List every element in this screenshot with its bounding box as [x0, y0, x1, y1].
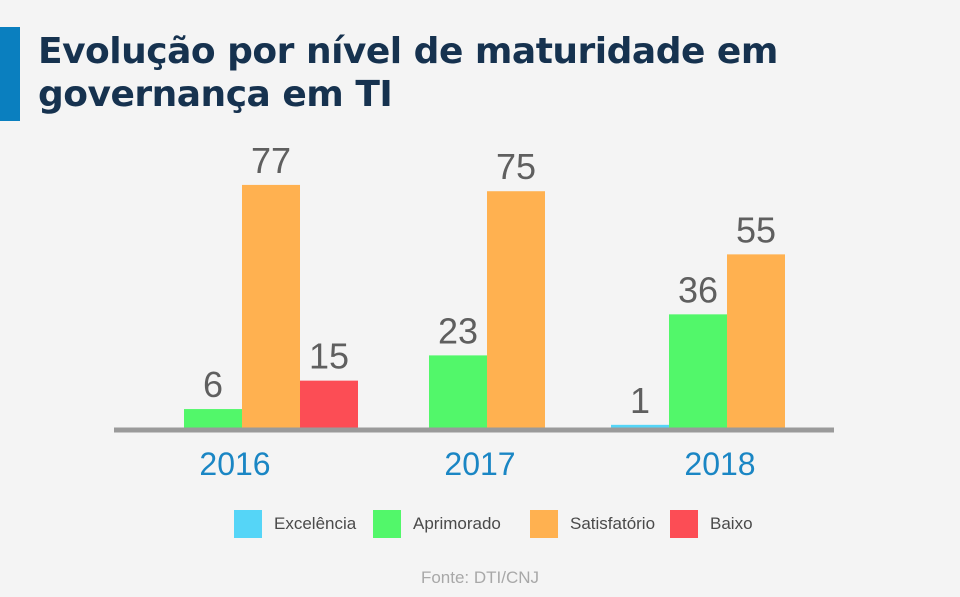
legend-label-aprimorado: Aprimorado	[413, 514, 501, 533]
legend-swatch-baixo	[670, 510, 698, 538]
bar-satisfatorio-2016	[242, 184, 300, 428]
labels-group: 6 77 15 2016 23 75 2017 1 36 55 2018	[199, 140, 776, 482]
legend-swatch-aprimorado	[373, 510, 401, 538]
value-label-aprimorado-2018: 36	[678, 269, 718, 310]
value-label-baixo-2016: 15	[309, 336, 349, 377]
legend: Excelência Aprimorado Satisfatório Baixo	[0, 509, 960, 539]
value-label-satisfatorio-2017: 75	[496, 146, 536, 187]
value-label-excelencia-2018: 1	[630, 380, 650, 421]
legend-item-baixo: Baixo	[670, 509, 753, 539]
bar-baixo-2016	[300, 380, 358, 428]
legend-label-baixo: Baixo	[710, 514, 753, 533]
value-label-aprimorado-2016: 6	[203, 364, 223, 405]
legend-item-aprimorado: Aprimorado	[373, 509, 501, 539]
legend-label-satisfatorio: Satisfatório	[570, 514, 656, 533]
category-label-2018: 2018	[684, 446, 755, 482]
legend-swatch-excelencia	[234, 510, 262, 538]
source-note: Fonte: DTI/CNJ	[420, 568, 540, 587]
bar-satisfatorio-2018	[727, 254, 785, 428]
value-label-aprimorado-2017: 23	[438, 310, 478, 351]
legend-item-satisfatorio: Satisfatório	[530, 509, 655, 539]
bar-aprimorado-2018	[669, 314, 727, 428]
bar-aprimorado-2016	[184, 409, 242, 428]
category-label-2016: 2016	[199, 446, 270, 482]
value-label-satisfatorio-2016: 77	[251, 140, 291, 181]
value-label-satisfatorio-2018: 55	[736, 209, 776, 250]
bar-excelencia-2018	[611, 424, 669, 428]
legend-swatch-satisfatorio	[530, 510, 558, 538]
category-label-2017: 2017	[444, 446, 515, 482]
bar-aprimorado-2017	[429, 355, 487, 428]
bar-satisfatorio-2017	[487, 191, 545, 428]
bars-group	[184, 184, 785, 428]
chart-title: Evolução por nível de maturidade em gove…	[38, 31, 778, 115]
title-accent-bar	[0, 27, 20, 121]
legend-item-excelencia: Excelência	[234, 509, 356, 539]
legend-label-excelencia: Excelência	[274, 514, 357, 533]
